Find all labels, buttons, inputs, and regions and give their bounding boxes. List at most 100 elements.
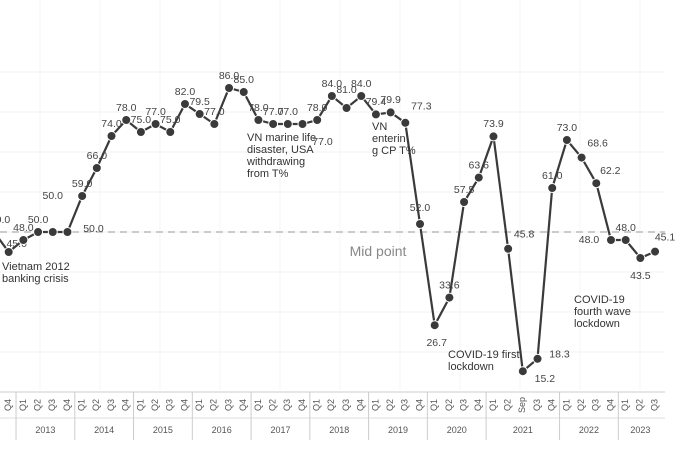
x-tick-label: Q3 bbox=[223, 399, 233, 411]
x-tick-label: Q2 bbox=[267, 399, 277, 411]
value-label: 68.6 bbox=[587, 137, 608, 149]
annotation: withdrawing bbox=[246, 156, 305, 168]
annotation: fourth wave bbox=[574, 306, 631, 318]
x-tick-label: Q2 bbox=[444, 399, 454, 411]
x-tick-label: Q3 bbox=[591, 399, 601, 411]
value-label: 82.0 bbox=[175, 86, 196, 98]
annotation: from T% bbox=[247, 168, 289, 180]
value-label: 43.5 bbox=[630, 270, 651, 282]
point bbox=[459, 197, 470, 207]
x-tick-label: Q2 bbox=[576, 399, 586, 411]
x-tick-label: Q2 bbox=[91, 399, 101, 411]
x-tick-label: Q4 bbox=[179, 399, 189, 411]
value-label: 86.0 bbox=[219, 70, 240, 82]
value-label: 77.3 bbox=[411, 101, 432, 113]
point bbox=[165, 127, 176, 137]
x-tick-label: Q3 bbox=[165, 399, 175, 411]
x-tick-label: Q3 bbox=[282, 399, 292, 411]
year-label: 2015 bbox=[153, 425, 173, 435]
point bbox=[532, 353, 543, 364]
value-label: 77.0 bbox=[145, 106, 166, 118]
point bbox=[488, 131, 499, 142]
value-label: 52.0 bbox=[410, 202, 431, 214]
value-label: 75.0 bbox=[131, 114, 152, 126]
x-tick-label: Q1 bbox=[370, 399, 380, 411]
value-label: 50.0 bbox=[28, 214, 49, 226]
x-tick-label: Q1 bbox=[194, 399, 204, 411]
point bbox=[620, 235, 631, 245]
point bbox=[18, 235, 29, 245]
x-tick-label: Q4 bbox=[605, 399, 615, 411]
annotation: lockdown bbox=[448, 361, 494, 373]
x-tick-label: Q1 bbox=[77, 399, 87, 411]
year-label: 2022 bbox=[579, 425, 599, 435]
value-label: 33.6 bbox=[439, 279, 460, 291]
x-tick-label: Q4 bbox=[3, 399, 13, 411]
point bbox=[312, 115, 323, 125]
point bbox=[91, 163, 102, 173]
x-tick-label: Q1 bbox=[488, 399, 498, 411]
x-tick-label: Q1 bbox=[18, 399, 28, 411]
point bbox=[253, 115, 264, 125]
value-label: 74.0 bbox=[101, 118, 122, 130]
value-label: 62.2 bbox=[600, 165, 621, 177]
x-tick-label: Q3 bbox=[458, 399, 468, 411]
point bbox=[268, 119, 279, 129]
value-label: 73.0 bbox=[557, 122, 578, 134]
value-label: 15.2 bbox=[535, 373, 556, 385]
point bbox=[224, 83, 235, 93]
point bbox=[576, 152, 587, 163]
annotation: disaster, USA bbox=[247, 144, 314, 156]
annotation: COVID-19 first bbox=[448, 349, 520, 361]
point bbox=[3, 247, 14, 257]
point bbox=[503, 243, 514, 254]
x-tick-label: Q1 bbox=[620, 399, 630, 411]
point bbox=[341, 103, 352, 113]
value-label: 77.0 bbox=[312, 136, 333, 148]
value-label: 79.4 bbox=[366, 96, 387, 108]
point bbox=[547, 183, 558, 193]
value-label: 78.0 bbox=[248, 102, 269, 114]
value-label: 84.0 bbox=[322, 78, 343, 90]
point bbox=[121, 115, 132, 125]
point bbox=[415, 219, 426, 229]
value-label: 61.0 bbox=[542, 170, 563, 182]
value-label: 63.6 bbox=[469, 159, 490, 171]
point bbox=[194, 109, 205, 119]
annotation: g CP T% bbox=[372, 145, 416, 157]
value-label: 73.9 bbox=[483, 118, 504, 130]
value-label: 50.0 bbox=[0, 214, 10, 226]
x-tick-label: Q3 bbox=[649, 399, 659, 411]
point bbox=[400, 117, 411, 128]
value-label: 84.0 bbox=[351, 78, 372, 90]
point bbox=[297, 119, 308, 129]
point bbox=[650, 246, 661, 257]
x-tick-label: Q1 bbox=[135, 399, 145, 411]
annotation: enterin bbox=[372, 133, 406, 145]
point bbox=[179, 99, 190, 109]
x-tick-label: Q1 bbox=[312, 399, 322, 411]
x-tick-label: Q2 bbox=[326, 399, 336, 411]
value-label: 78.0 bbox=[116, 102, 137, 114]
x-tick-label: Q3 bbox=[400, 399, 410, 411]
point bbox=[238, 87, 249, 97]
x-tick-label: Q3 bbox=[47, 399, 57, 411]
x-tick-label: Q2 bbox=[150, 399, 160, 411]
point bbox=[517, 366, 528, 377]
value-label: 77.0 bbox=[204, 106, 225, 118]
point bbox=[33, 227, 44, 237]
x-tick-label: Q2 bbox=[209, 399, 219, 411]
midpoint-label: Mid point bbox=[350, 243, 407, 259]
point bbox=[561, 135, 572, 145]
x-tick-label: Q1 bbox=[561, 399, 571, 411]
x-tick-label: Q4 bbox=[414, 399, 424, 411]
point bbox=[605, 235, 616, 245]
value-label: 45.8 bbox=[514, 229, 535, 241]
point bbox=[635, 253, 646, 263]
point bbox=[209, 119, 220, 129]
point bbox=[62, 227, 73, 237]
value-label: 18.3 bbox=[549, 349, 570, 361]
year-label: 2013 bbox=[35, 425, 55, 435]
year-label: 2014 bbox=[94, 425, 114, 435]
value-label: 77.0 bbox=[278, 106, 299, 118]
